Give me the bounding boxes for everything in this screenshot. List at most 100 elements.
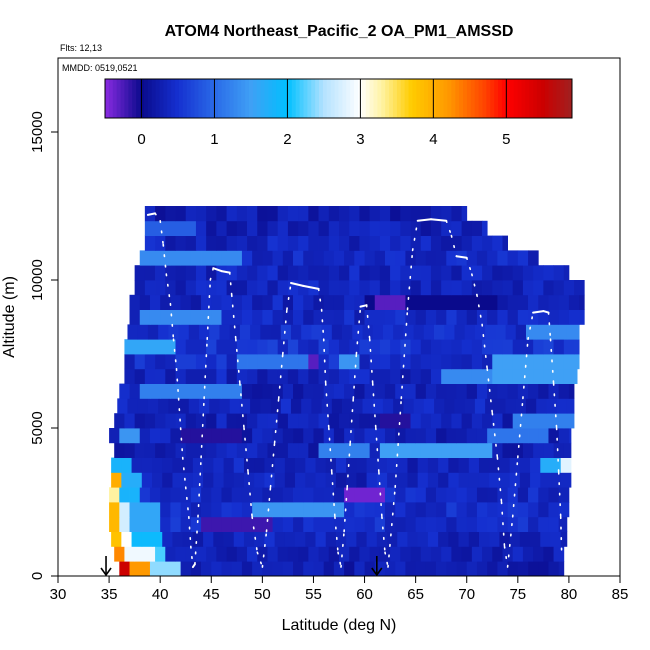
heat-cell — [165, 368, 176, 384]
heat-cell — [528, 294, 539, 310]
heat-cell — [339, 280, 350, 296]
heat-cell — [201, 561, 212, 577]
heat-cell — [134, 546, 146, 562]
heat-cell — [195, 413, 207, 429]
heat-cell — [131, 472, 143, 488]
heat-cell — [395, 487, 406, 503]
colorbar-swatch — [338, 79, 343, 118]
heat-cell — [384, 294, 396, 310]
flights-label: Flts: 12,13 — [60, 43, 102, 53]
heat-cell — [369, 206, 381, 222]
heat-cell — [267, 235, 279, 251]
heat-cell — [257, 220, 268, 236]
x-tick-label: 75 — [509, 586, 526, 603]
heat-cell — [512, 339, 524, 355]
heat-cell — [342, 398, 353, 414]
heat-cell — [328, 339, 340, 355]
heat-cell — [139, 428, 151, 444]
heat-cell — [533, 442, 544, 458]
colorbar-swatch — [264, 79, 269, 118]
heat-cell — [548, 294, 560, 310]
heat-cell — [293, 502, 304, 518]
heat-cell — [293, 294, 304, 310]
flight-track-segment — [496, 456, 503, 503]
heat-cell — [369, 546, 381, 562]
heat-cell — [425, 487, 437, 503]
flight-track-segment — [220, 270, 231, 274]
heat-cell — [495, 324, 506, 340]
heat-cell — [420, 546, 432, 562]
heat-cell — [530, 531, 541, 547]
heat-cell — [175, 220, 187, 236]
heat-cell — [466, 516, 478, 532]
flight-track-segment — [197, 456, 202, 518]
heat-cell — [298, 206, 309, 222]
heat-cell — [403, 324, 414, 340]
heat-cell — [160, 516, 171, 532]
colorbar-swatch — [420, 79, 425, 118]
heat-cell — [185, 235, 197, 251]
heat-cell — [579, 294, 585, 310]
heat-cell — [461, 442, 473, 458]
heat-cell — [282, 428, 294, 444]
heat-cell — [121, 472, 132, 488]
heat-cell — [533, 280, 544, 296]
heat-cell — [441, 265, 452, 281]
heat-cell — [379, 280, 391, 296]
colorbar-swatch — [478, 79, 483, 118]
heat-cell — [417, 457, 429, 473]
heat-cell — [155, 235, 166, 251]
heat-cell — [257, 354, 268, 370]
heat-cell — [533, 265, 544, 281]
flight-track-segment — [532, 310, 545, 314]
heat-cell — [270, 324, 282, 340]
heat-cell — [206, 546, 217, 562]
heat-cell — [333, 561, 345, 577]
heat-cell — [456, 502, 468, 518]
heat-cell — [364, 383, 376, 399]
heat-cell — [390, 368, 401, 384]
heat-cell — [308, 413, 319, 429]
heat-cell — [134, 368, 146, 384]
colorbar-swatch — [560, 79, 565, 118]
heat-cell — [528, 502, 539, 518]
heat-cell — [149, 516, 161, 532]
heat-cell — [182, 472, 194, 488]
flight-track — [146, 212, 563, 569]
heat-cell — [417, 472, 429, 488]
flight-track-segment — [230, 293, 237, 341]
heat-cell — [141, 457, 153, 473]
heat-cell — [308, 206, 319, 222]
heat-cell — [362, 398, 374, 414]
heat-cell — [461, 280, 473, 296]
heat-cell — [226, 280, 238, 296]
heat-cell — [155, 206, 166, 222]
heat-cell — [141, 472, 153, 488]
heat-cell — [165, 265, 176, 281]
heat-cell — [233, 472, 245, 488]
heat-cell — [147, 324, 159, 340]
colorbar-swatch — [194, 79, 199, 118]
heat-cell — [522, 546, 534, 562]
heat-cell — [226, 339, 238, 355]
colorbar-swatch — [521, 79, 526, 118]
colorbar-swatch — [136, 79, 141, 118]
heat-cell — [303, 250, 314, 266]
heat-cell — [287, 235, 299, 251]
heat-cell — [206, 413, 217, 429]
heat-cell — [577, 324, 580, 340]
heat-cell — [519, 531, 531, 547]
heat-cell — [247, 265, 258, 281]
colorbar-swatch — [350, 79, 355, 118]
colorbar-swatch — [163, 79, 168, 118]
flight-track-segment — [450, 234, 458, 258]
heat-cell — [579, 309, 585, 325]
heat-cell — [290, 324, 302, 340]
heat-cell — [124, 442, 136, 458]
colorbar-tick-label: 0 — [137, 131, 145, 148]
heat-cell — [405, 502, 417, 518]
heat-cell — [284, 457, 296, 473]
heat-cell — [203, 472, 214, 488]
heat-cell — [436, 383, 447, 399]
colorbar-swatch — [498, 79, 503, 118]
